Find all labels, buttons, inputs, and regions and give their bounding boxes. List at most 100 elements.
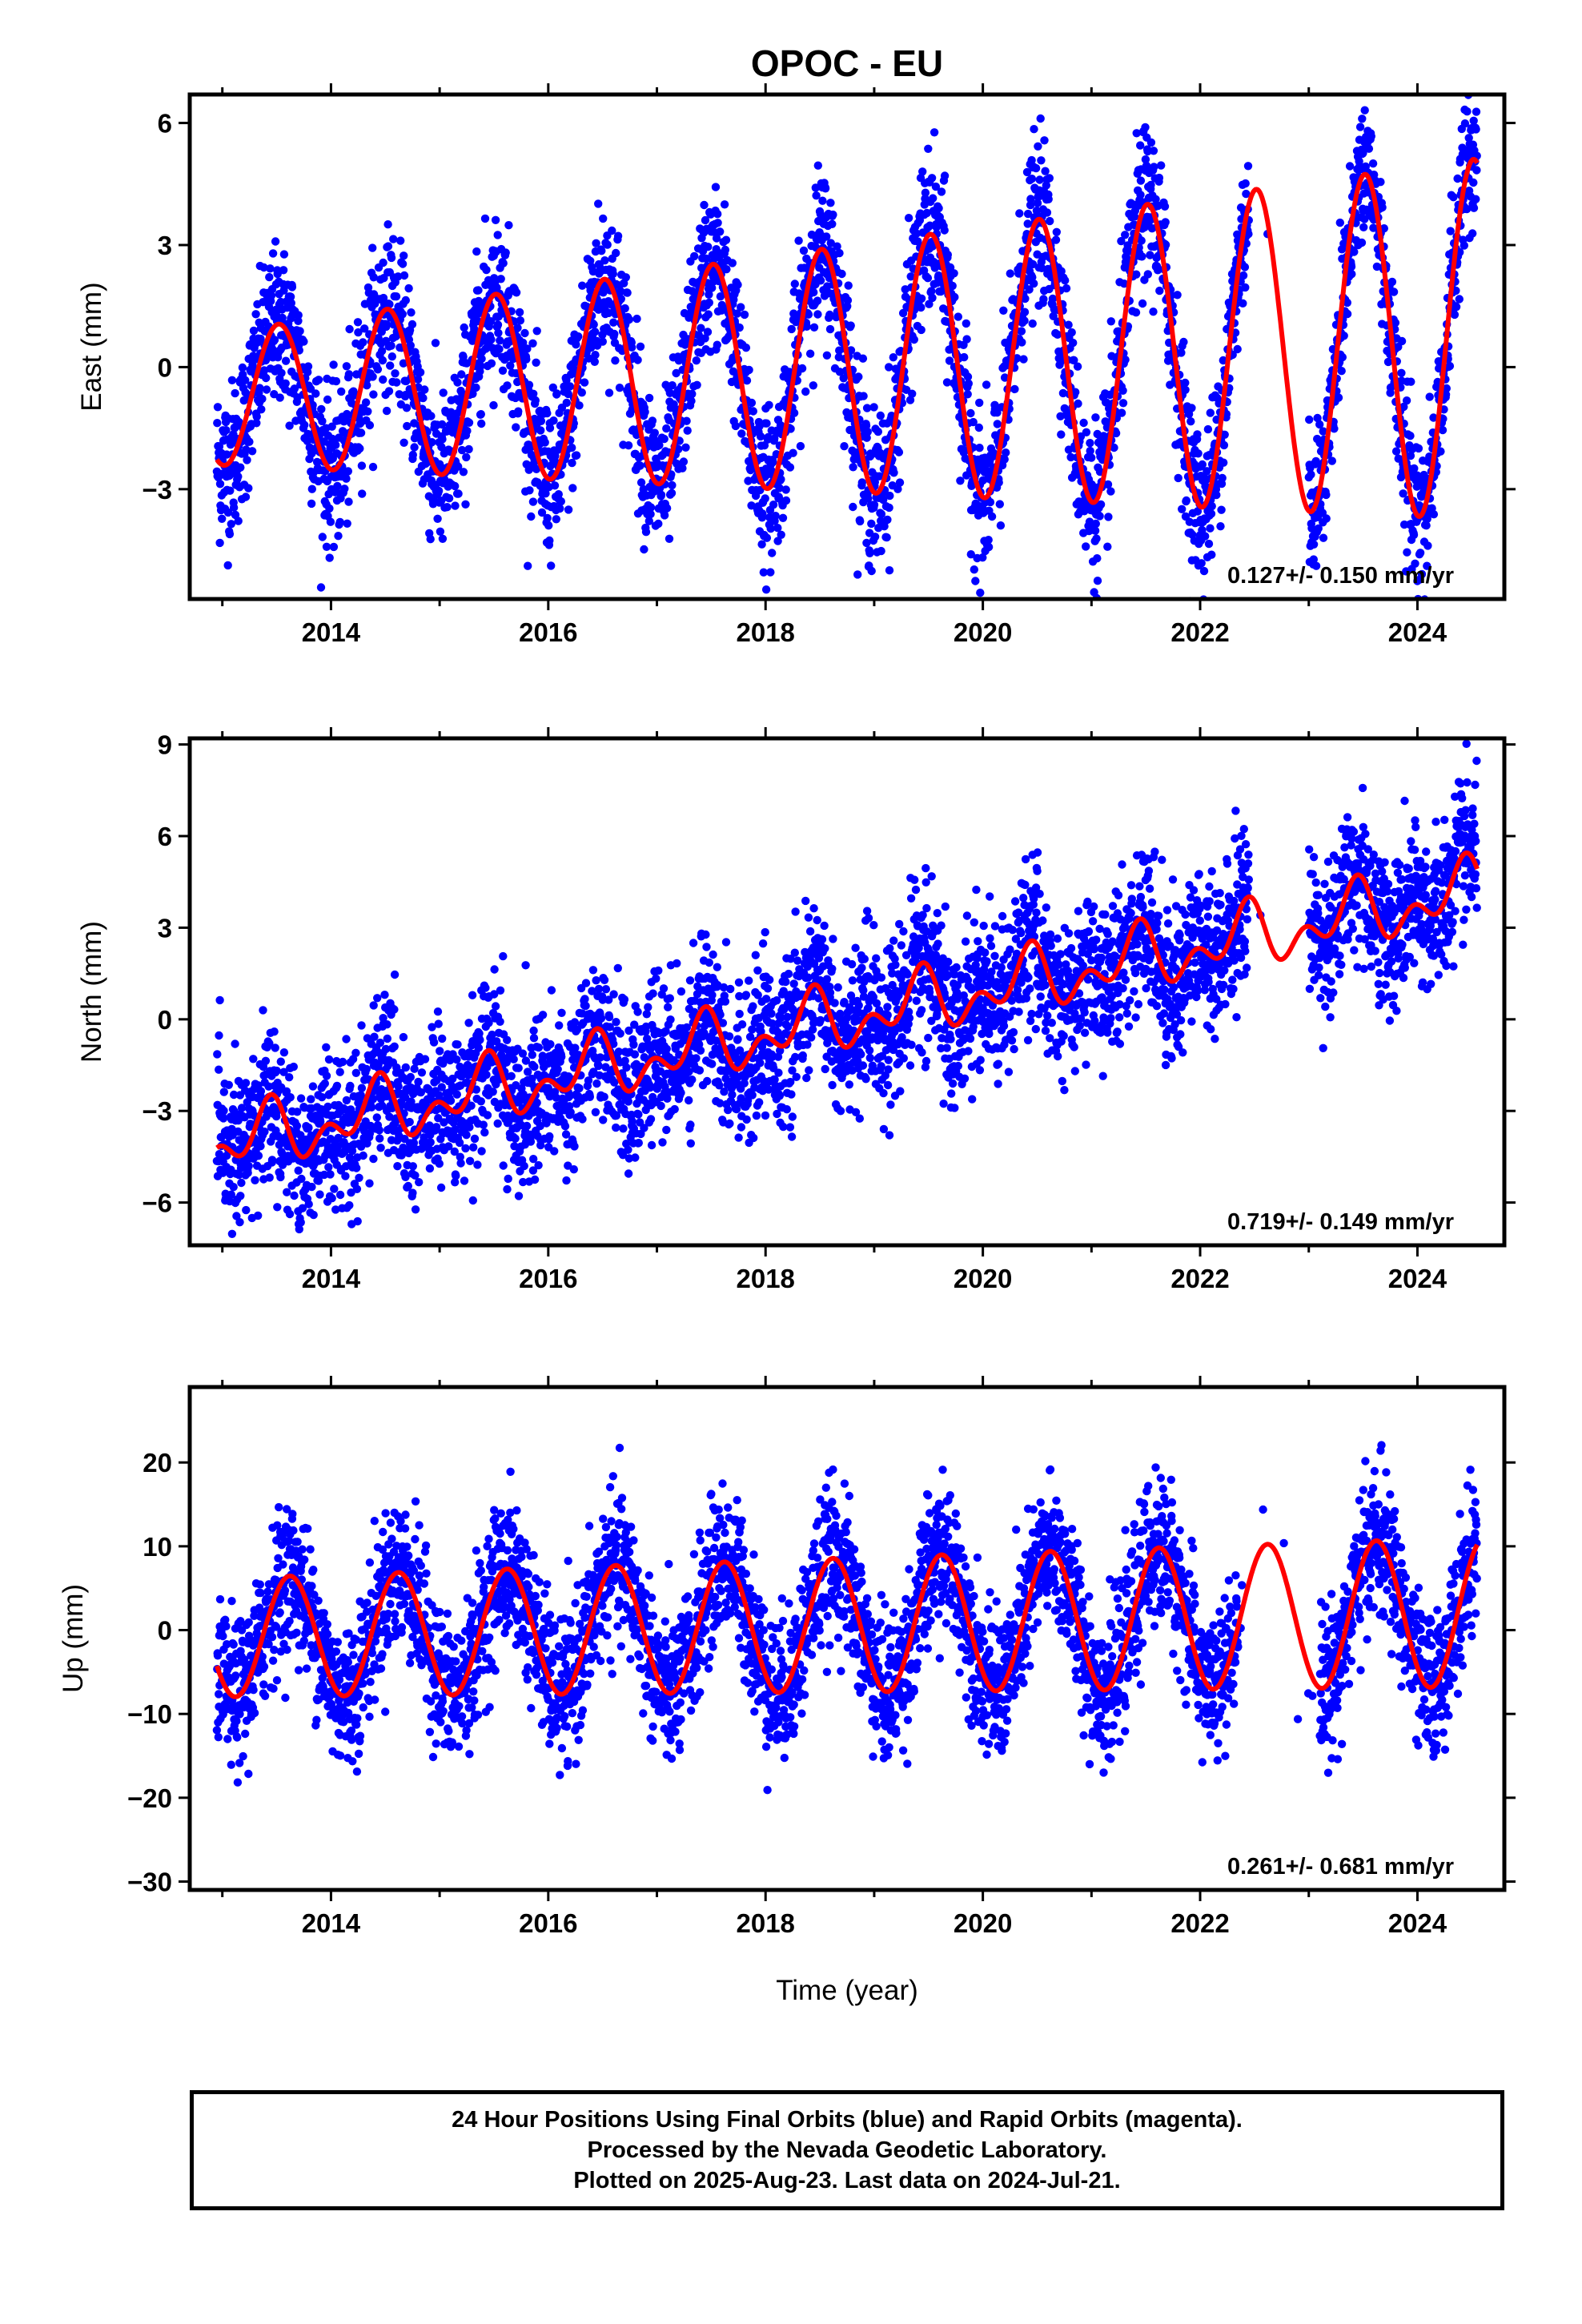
data-point [789, 448, 797, 457]
data-point [1149, 147, 1158, 155]
data-point [1064, 320, 1073, 329]
data-point [682, 416, 691, 425]
data-point [251, 310, 260, 319]
data-point [213, 403, 223, 412]
data-point [293, 1108, 302, 1116]
data-point [1138, 299, 1147, 308]
data-point [353, 318, 363, 327]
data-point [329, 360, 338, 369]
data-point [1061, 276, 1070, 285]
data-point [470, 324, 479, 334]
data-point [231, 388, 239, 398]
data-point [398, 259, 408, 268]
data-point [1239, 271, 1248, 280]
data-point [277, 368, 286, 377]
data-point [524, 561, 532, 570]
data-point [456, 1152, 464, 1161]
data-point [468, 991, 477, 999]
data-point [917, 325, 926, 335]
data-point [265, 1039, 274, 1048]
chart-title: OPOC - EU [751, 42, 943, 84]
data-point [262, 373, 271, 383]
data-point [1037, 156, 1046, 165]
data-point [885, 503, 893, 513]
data-point [299, 337, 308, 346]
data-point [623, 288, 632, 297]
data-point [213, 1050, 222, 1059]
data-point [261, 1056, 271, 1066]
data-point [1042, 208, 1052, 217]
data-point [528, 339, 537, 348]
data-point [923, 274, 933, 283]
data-point [1345, 162, 1355, 171]
data-point [1143, 270, 1153, 279]
data-point [369, 1001, 378, 1010]
data-point [439, 388, 448, 397]
data-point [565, 382, 575, 391]
data-point [876, 411, 885, 420]
data-point [451, 501, 460, 510]
data-point [1066, 452, 1075, 462]
data-point [1469, 116, 1478, 125]
data-point [624, 315, 634, 324]
data-point [1057, 430, 1066, 439]
data-point [453, 378, 462, 387]
data-point [843, 296, 853, 305]
data-point [452, 1090, 461, 1099]
data-point [1347, 262, 1356, 271]
data-point [1027, 175, 1037, 183]
data-point [477, 419, 486, 428]
data-point [880, 522, 889, 531]
data-point [656, 490, 666, 500]
data-point [363, 381, 371, 390]
data-point [632, 314, 641, 324]
data-point [1051, 235, 1061, 244]
data-point [1343, 298, 1352, 308]
data-point [969, 417, 978, 427]
data-point [587, 343, 596, 352]
data-point [342, 1096, 351, 1105]
data-point [268, 249, 278, 258]
data-point [785, 463, 795, 472]
data-point [465, 1156, 475, 1166]
data-point [1117, 408, 1126, 417]
data-point [329, 542, 339, 552]
data-point [603, 240, 612, 249]
data-point [281, 356, 291, 365]
data-point [272, 1112, 281, 1121]
data-point [227, 520, 235, 529]
x-tick-label: 2016 [519, 617, 577, 647]
data-point [473, 1160, 482, 1169]
data-point [1193, 507, 1203, 516]
data-point [404, 283, 413, 293]
data-point [781, 485, 790, 494]
data-point [769, 501, 778, 509]
data-point [728, 259, 737, 267]
data-point [295, 1224, 303, 1234]
data-point [1207, 501, 1216, 511]
data-point [574, 332, 583, 341]
data-point [731, 421, 741, 431]
data-point [790, 279, 799, 288]
data-point [646, 503, 656, 512]
data-point [1415, 549, 1425, 557]
data-point [218, 514, 227, 523]
data-point [307, 499, 316, 509]
data-point [962, 319, 971, 328]
data-point [512, 423, 520, 432]
data-point [491, 215, 500, 224]
data-point [1149, 308, 1158, 316]
data-point [1468, 229, 1477, 238]
data-point [987, 512, 997, 521]
data-point [1173, 291, 1182, 300]
data-point [1026, 200, 1035, 210]
data-point [259, 263, 268, 272]
data-point [1073, 362, 1082, 371]
data-point [928, 293, 937, 303]
data-point [829, 210, 837, 219]
data-point [1194, 449, 1203, 458]
data-point [1204, 539, 1214, 549]
data-point [383, 1034, 391, 1043]
data-point [893, 485, 902, 493]
data-point [687, 396, 696, 405]
